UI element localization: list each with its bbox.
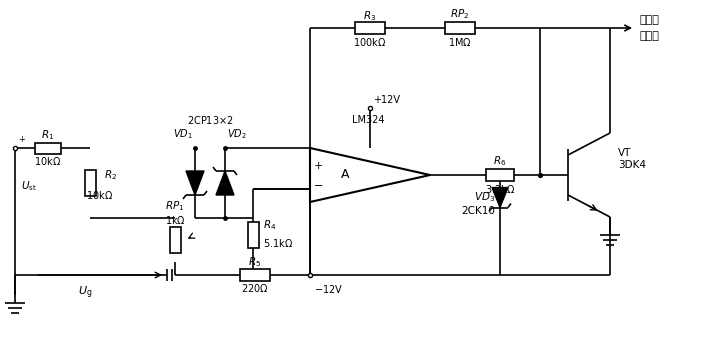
Bar [170,227,180,253]
Bar [85,170,96,196]
Text: 10k$\Omega$: 10k$\Omega$ [35,155,62,167]
Text: $RP_1$: $RP_1$ [165,199,185,213]
Bar [240,269,270,281]
Text: 1M$\Omega$: 1M$\Omega$ [448,36,472,48]
Text: 5.1k$\Omega$: 5.1k$\Omega$ [263,237,293,249]
Bar [486,169,514,181]
Text: $VD_1$: $VD_1$ [173,127,193,141]
Text: LM324: LM324 [352,115,385,125]
Text: $VD_3$: $VD_3$ [474,190,495,204]
Polygon shape [216,171,234,195]
Bar [445,22,475,34]
Text: +: + [18,135,25,144]
Text: 器系统: 器系统 [640,31,660,41]
Text: $R_6$: $R_6$ [493,154,507,168]
Polygon shape [492,188,508,208]
Text: $-12$V: $-12$V [314,283,343,295]
Text: 220$\Omega$: 220$\Omega$ [241,282,269,294]
Text: +: + [313,161,323,171]
Polygon shape [186,171,204,195]
Text: 3DK4: 3DK4 [618,160,646,170]
Text: $R_1$: $R_1$ [42,128,55,142]
Text: 至报警: 至报警 [640,15,660,25]
Text: 1k$\Omega$: 1k$\Omega$ [165,214,186,226]
Text: 2CP13$\times$2: 2CP13$\times$2 [187,114,234,126]
Text: $R_3$: $R_3$ [363,9,377,23]
Bar [355,22,385,34]
Text: $RP_2$: $RP_2$ [450,7,470,21]
Bar [247,222,259,248]
Text: 100k$\Omega$: 100k$\Omega$ [353,36,387,48]
Text: $R_5$: $R_5$ [249,255,262,269]
Text: $-$: $-$ [313,179,323,189]
Text: VT: VT [618,148,631,158]
Text: $R_2$: $R_2$ [104,168,117,182]
Text: $R_4$: $R_4$ [263,218,276,232]
Bar [35,142,61,154]
Text: $U_{\rm g}$: $U_{\rm g}$ [78,285,92,301]
Text: $VD_2$: $VD_2$ [227,127,247,141]
Polygon shape [310,148,430,202]
Text: $U_{\rm st}$: $U_{\rm st}$ [21,179,37,193]
Text: +12V: +12V [373,95,400,105]
Text: A: A [341,168,349,181]
Text: 3.3k$\Omega$: 3.3k$\Omega$ [485,183,515,195]
Text: 2CK10: 2CK10 [461,206,495,216]
Text: 10k$\Omega$: 10k$\Omega$ [86,189,113,201]
